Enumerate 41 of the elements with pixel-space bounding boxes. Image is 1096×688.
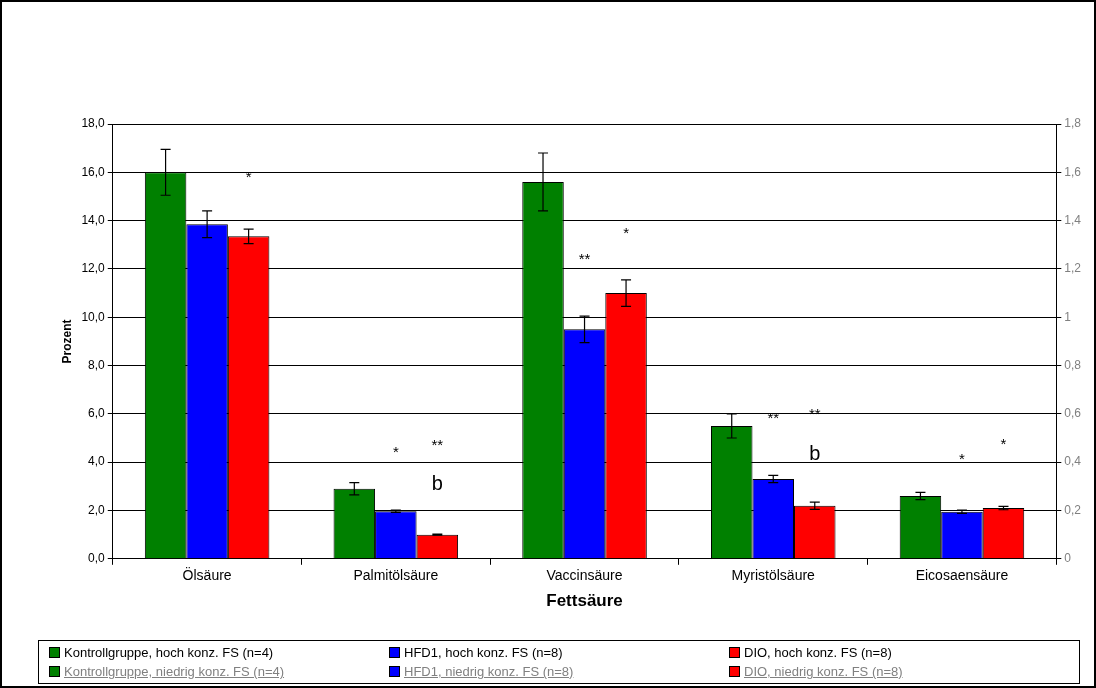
x-tick-label: Eicosaensäure: [915, 567, 1009, 584]
legend-label: Kontrollgruppe, niedrig konz. FS (n=4): [64, 664, 285, 679]
y2-tick-label: 1,8: [1064, 116, 1082, 131]
annotation: b: [809, 441, 821, 464]
annotation: b: [431, 472, 443, 495]
y-tick-label: 10,0: [81, 309, 106, 324]
annotation: *: [623, 224, 630, 242]
y-tick-label: 6,0: [88, 406, 106, 421]
y-tick-label: 4,0: [88, 454, 106, 469]
legend-label: DIO, niedrig konz. FS (n=8): [744, 664, 903, 679]
legend-label: HFD1, hoch konz. FS (n=8): [404, 645, 563, 660]
annotation: **: [431, 435, 444, 453]
y-tick-label: 2,0: [88, 502, 106, 517]
legend-label: Kontrollgruppe, hoch konz. FS (n=4): [64, 645, 274, 660]
y2-tick-label: 0,6: [1064, 406, 1082, 421]
y2-tick-label: 1: [1064, 309, 1072, 324]
x-axis-title: Fettsäure: [546, 591, 623, 611]
y-tick-label: 16,0: [81, 164, 106, 179]
x-tick-label: Palmitölsäure: [353, 567, 439, 584]
y2-tick-label: 0,2: [1064, 502, 1082, 517]
annotation: *: [959, 449, 966, 467]
x-tick-label: Vaccinsäure: [546, 567, 623, 584]
x-tick-label: Ölsäure: [182, 566, 232, 584]
y-tick-label: 0,0: [88, 551, 106, 566]
y2-tick-label: 1,6: [1064, 164, 1082, 179]
y2-tick-label: 1,2: [1064, 261, 1082, 276]
y2-tick-label: 0: [1064, 551, 1072, 566]
y2-tick-label: 1,4: [1064, 212, 1082, 227]
x-tick-label: Myristölsäure: [731, 567, 816, 584]
y-axis-title: Prozent: [59, 319, 74, 364]
y2-tick-label: 0,4: [1064, 454, 1082, 469]
annotation: *: [392, 443, 399, 461]
y-tick-label: 18,0: [81, 116, 106, 131]
legend-label: DIO, hoch konz. FS (n=8): [744, 645, 892, 660]
y2-tick-label: 0,8: [1064, 357, 1082, 372]
legend-label: HFD1, niedrig konz. FS (n=8): [404, 664, 574, 679]
annotation: **: [578, 249, 591, 267]
y-tick-label: 12,0: [81, 261, 106, 276]
y-tick-label: 8,0: [88, 357, 106, 372]
annotation: *: [1000, 435, 1007, 453]
y-tick-label: 14,0: [81, 212, 106, 227]
